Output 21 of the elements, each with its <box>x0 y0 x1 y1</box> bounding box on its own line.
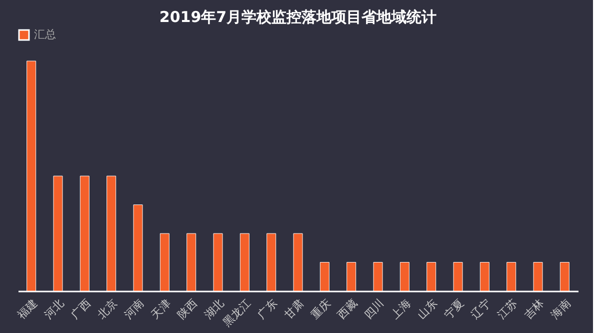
x-tick-label: 吉林 <box>522 296 546 322</box>
chart-title: 2019年7月学校监控落地项目省地域统计 <box>159 8 437 26</box>
x-tick-label: 辽宁 <box>468 296 494 322</box>
x-tick-label: 北京 <box>95 296 120 322</box>
x-tick-label: 江苏 <box>495 296 520 322</box>
x-tick-label: 上海 <box>388 296 414 322</box>
x-tick-label: 西藏 <box>335 296 360 322</box>
x-tick-label: 甘肃 <box>282 296 306 322</box>
x-tick-label: 河南 <box>122 296 146 322</box>
x-tick-label: 宁夏 <box>442 296 466 322</box>
x-tick-label: 天津 <box>148 296 174 322</box>
legend-label: 汇总 <box>34 28 56 41</box>
x-tick-label: 重庆 <box>308 296 334 322</box>
x-tick-label: 河北 <box>42 296 66 322</box>
x-tick-label: 广西 <box>68 296 94 322</box>
x-tick-label: 广东 <box>255 296 280 322</box>
x-tick-label: 四川 <box>362 296 386 322</box>
x-tick-label: 山东 <box>415 296 440 322</box>
x-tick-label: 海南 <box>548 296 574 322</box>
x-tick-label: 福建 <box>15 296 40 322</box>
x-tick-label: 陕西 <box>175 296 200 322</box>
